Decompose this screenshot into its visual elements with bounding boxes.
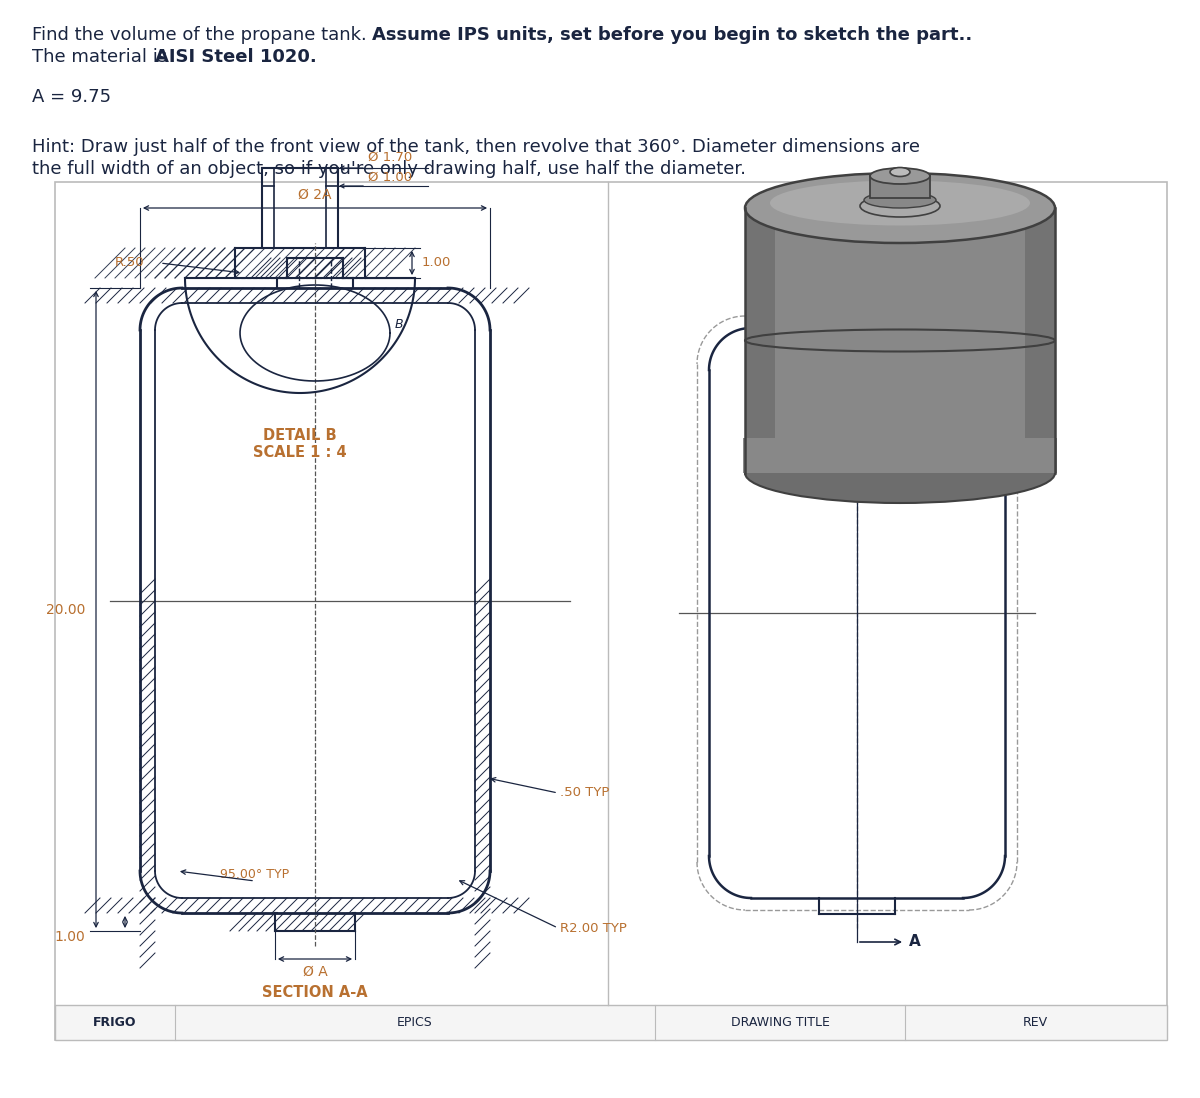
Ellipse shape [890, 168, 910, 177]
Text: SECTION A-A: SECTION A-A [262, 985, 368, 1000]
Text: Ø 2A: Ø 2A [299, 188, 331, 202]
Text: R.50: R.50 [115, 257, 145, 269]
Polygon shape [1025, 208, 1055, 473]
Polygon shape [745, 208, 775, 473]
Ellipse shape [770, 180, 1030, 225]
Text: Assume IPS units, set before you begin to sketch the part..: Assume IPS units, set before you begin t… [372, 26, 972, 44]
Text: A: A [910, 250, 920, 266]
Text: EPICS: EPICS [397, 1017, 433, 1030]
Text: B: B [395, 318, 403, 332]
Text: 20.00: 20.00 [46, 603, 85, 616]
Text: FRIGO: FRIGO [94, 1017, 137, 1030]
Text: Ø A: Ø A [302, 965, 328, 979]
Text: DRAWING TITLE: DRAWING TITLE [731, 1017, 829, 1030]
Ellipse shape [870, 168, 930, 184]
Text: AISI Steel 1020.: AISI Steel 1020. [155, 48, 317, 66]
Polygon shape [870, 176, 930, 198]
Text: REV: REV [1022, 1017, 1048, 1030]
Text: .50 TYP: .50 TYP [560, 786, 610, 799]
Text: DETAIL B: DETAIL B [263, 428, 337, 442]
Bar [55, 1005, 1166, 1040]
Text: R2.00 TYP: R2.00 TYP [560, 921, 626, 934]
Polygon shape [743, 438, 1057, 473]
Text: 1.00: 1.00 [422, 257, 451, 269]
Ellipse shape [745, 442, 1055, 503]
Text: The material is: The material is [32, 48, 173, 66]
Ellipse shape [745, 173, 1055, 243]
Text: Ø 1.00: Ø 1.00 [368, 171, 412, 184]
Text: Find the volume of the propane tank.: Find the volume of the propane tank. [32, 26, 372, 44]
Text: 95.00° TYP: 95.00° TYP [221, 869, 289, 882]
Text: A: A [910, 934, 920, 950]
Text: A = 9.75: A = 9.75 [32, 88, 112, 107]
Polygon shape [745, 208, 1055, 473]
Text: Ø 1.70: Ø 1.70 [368, 152, 413, 164]
Text: the full width of an object, so if you're only drawing half, use half the diamet: the full width of an object, so if you'r… [32, 160, 746, 178]
Text: 1.00: 1.00 [54, 930, 85, 944]
Ellipse shape [864, 192, 936, 208]
Text: SCALE 1 : 4: SCALE 1 : 4 [253, 445, 347, 460]
Text: Hint: Draw just half of the front view of the tank, then revolve that 360°. Diam: Hint: Draw just half of the front view o… [32, 138, 920, 156]
Bar [55, 182, 1166, 1040]
